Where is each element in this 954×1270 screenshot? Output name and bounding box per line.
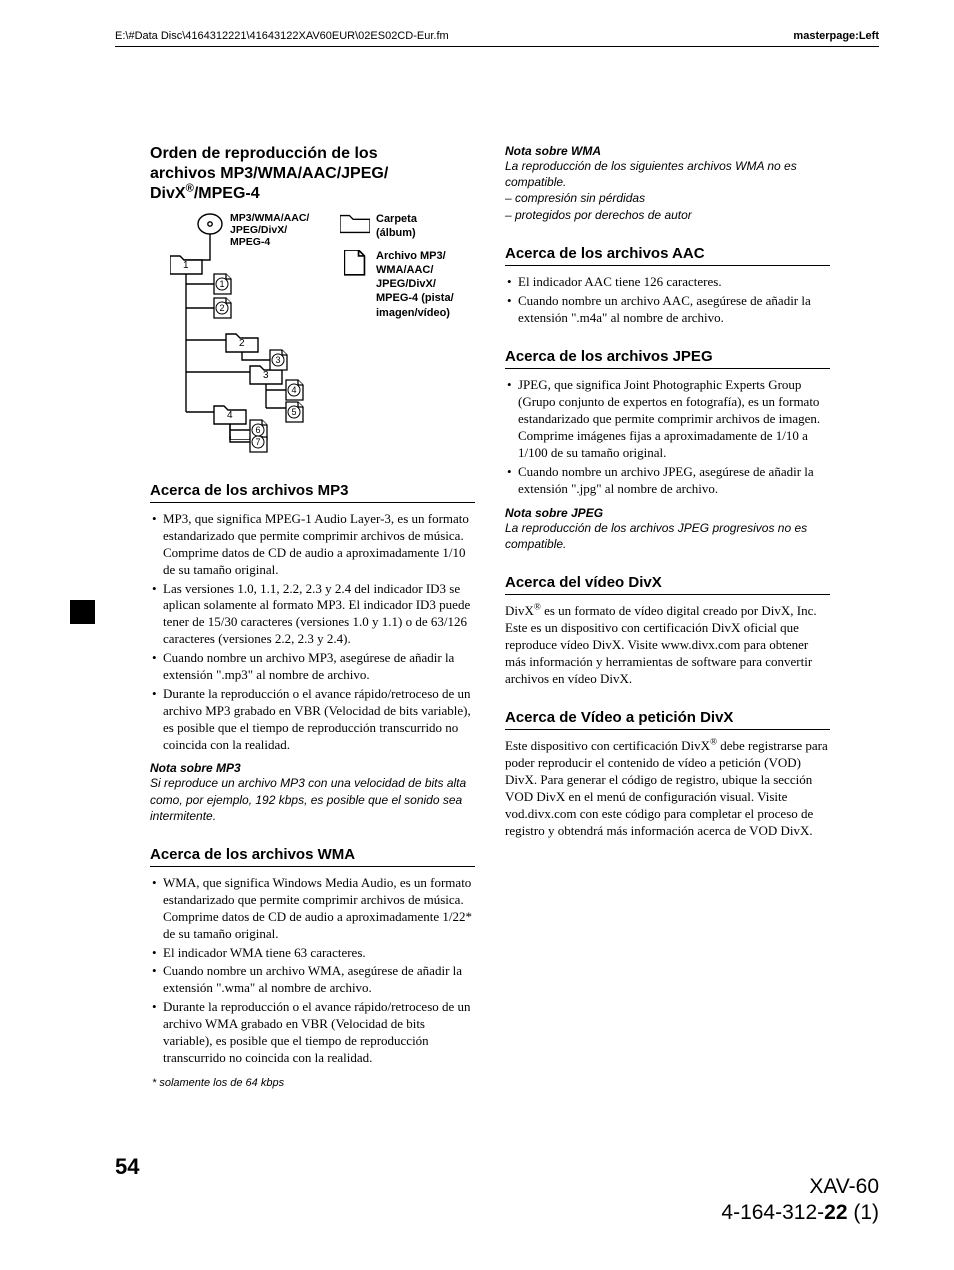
svg-text:3: 3 [275,355,280,365]
legend-text: Archivo MP3/ [376,250,446,262]
section-title-divx: Acerca del vídeo DivX [505,574,830,595]
tree-graphic: MP3/WMA/AAC/JPEG/DivX/MPEG-4 [170,212,330,460]
header-masterpage: masterpage:Left [793,30,879,42]
list-item: El indicador AAC tiene 126 caracteres. [505,274,830,291]
note-dash-item: – compresión sin pérdidas [505,190,830,206]
footer-model: XAV-60 [721,1174,879,1200]
footer-code-bold: 22 [824,1201,847,1224]
page-header: E:\#Data Disc\4164312221\41643122XAV60EU… [115,30,879,42]
legend-folder: Carpeta (álbum) [340,212,454,241]
mp3-note-body: Si reproduce un archivo MP3 con una velo… [150,775,475,824]
body-text: Este dispositivo con certificación DivX [505,738,710,753]
svg-text:6: 6 [255,425,260,435]
column-left: Orden de reproducción de los archivos MP… [150,144,475,1089]
vod-paragraph: Este dispositivo con certificación DivX®… [505,738,830,839]
legend-text: imagen/vídeo) [376,307,450,319]
jpeg-note-body: La reproducción de los archivos JPEG pro… [505,520,830,552]
header-rule [115,46,879,47]
section-title-jpeg: Acerca de los archivos JPEG [505,348,830,369]
svg-text:5: 5 [291,407,296,417]
wma-note-body: La reproducción de los siguientes archiv… [505,158,830,223]
svg-text:4: 4 [227,410,233,421]
registered-icon: ® [534,602,541,612]
list-item: Durante la reproducción o el avance rápi… [150,999,475,1067]
jpeg-note-title: Nota sobre JPEG [505,506,830,520]
main-title-line: archivos MP3/WMA/AAC/JPEG/ [150,165,388,182]
column-right: Nota sobre WMA La reproducción de los si… [505,144,830,1089]
main-title-line: Orden de reproducción de los [150,145,378,162]
footer: XAV-60 4-164-312-22 (1) [721,1174,879,1227]
header-path: E:\#Data Disc\4164312221\41643122XAV60EU… [115,30,449,42]
body-text: es un formato de vídeo digital creado po… [505,603,817,686]
svg-text:2: 2 [239,338,245,349]
svg-text:1: 1 [219,279,224,289]
main-title: Orden de reproducción de los archivos MP… [150,144,475,204]
section-title-wma: Acerca de los archivos WMA [150,846,475,867]
folder-icon [340,213,370,235]
mp3-bullets: MP3, que significa MPEG-1 Audio Layer-3,… [150,511,475,753]
footer-code-suffix: (1) [848,1201,880,1224]
legend-text: (álbum) [376,227,416,239]
note-dash-item: – protegidos por derechos de autor [505,207,830,223]
main-title-line: /MPEG-4 [194,185,260,202]
list-item: Cuando nombre un archivo JPEG, asegúrese… [505,464,830,498]
svg-text:7: 7 [255,437,260,447]
list-item: Cuando nombre un archivo MP3, asegúrese … [150,650,475,684]
wma-note-title: Nota sobre WMA [505,144,830,158]
list-item: Las versiones 1.0, 1.1, 2.2, 2.3 y 2.4 d… [150,581,475,649]
svg-text:1: 1 [183,260,189,271]
legend-text: Carpeta [376,213,417,225]
legend-file: Archivo MP3/ WMA/AAC/ JPEG/DivX/ MPEG-4 … [340,249,454,320]
section-title-mp3: Acerca de los archivos MP3 [150,482,475,503]
note-intro: La reproducción de los siguientes archiv… [505,159,797,189]
page-number: 54 [115,1154,139,1180]
registered-icon: ® [186,183,194,195]
svg-text:4: 4 [291,385,296,395]
mp3-note-title: Nota sobre MP3 [150,761,475,775]
svg-text:3: 3 [263,370,269,381]
jpeg-bullets: JPEG, que significa Joint Photographic E… [505,377,830,497]
section-title-aac: Acerca de los archivos AAC [505,245,830,266]
body-text: DivX [505,603,534,618]
side-tab [70,600,95,624]
main-title-line: DivX [150,185,186,202]
diagram-legend: Carpeta (álbum) Archivo MP3/ WMA/AAC/ JP… [340,212,454,460]
svg-text:2: 2 [219,303,224,313]
registered-icon: ® [710,737,717,747]
list-item: Cuando nombre un archivo AAC, asegúrese … [505,293,830,327]
legend-text: WMA/AAC/ [376,264,433,276]
legend-text: MPEG-4 (pista/ [376,292,454,304]
divx-paragraph: DivX® es un formato de vídeo digital cre… [505,603,830,687]
list-item: Durante la reproducción o el avance rápi… [150,686,475,754]
tree-diagram: MP3/WMA/AAC/JPEG/DivX/MPEG-4 [170,212,475,460]
list-item: WMA, que significa Windows Media Audio, … [150,875,475,943]
list-item: El indicador WMA tiene 63 caracteres. [150,945,475,962]
section-title-vod: Acerca de Vídeo a petición DivX [505,709,830,730]
footer-code-prefix: 4-164-312- [721,1201,824,1224]
aac-bullets: El indicador AAC tiene 126 caracteres. C… [505,274,830,327]
disc-label: MP3/WMA/AAC/JPEG/DivX/MPEG-4 [230,212,309,248]
file-icon [344,250,366,276]
wma-footnote: * solamente los de 64 kbps [150,1077,475,1089]
list-item: JPEG, que significa Joint Photographic E… [505,377,830,461]
wma-bullets: WMA, que significa Windows Media Audio, … [150,875,475,1067]
legend-text: JPEG/DivX/ [376,278,436,290]
list-item: Cuando nombre un archivo WMA, asegúrese … [150,963,475,997]
footer-code: 4-164-312-22 (1) [721,1200,879,1226]
content-area: Orden de reproducción de los archivos MP… [150,144,830,1089]
list-item: MP3, que significa MPEG-1 Audio Layer-3,… [150,511,475,579]
